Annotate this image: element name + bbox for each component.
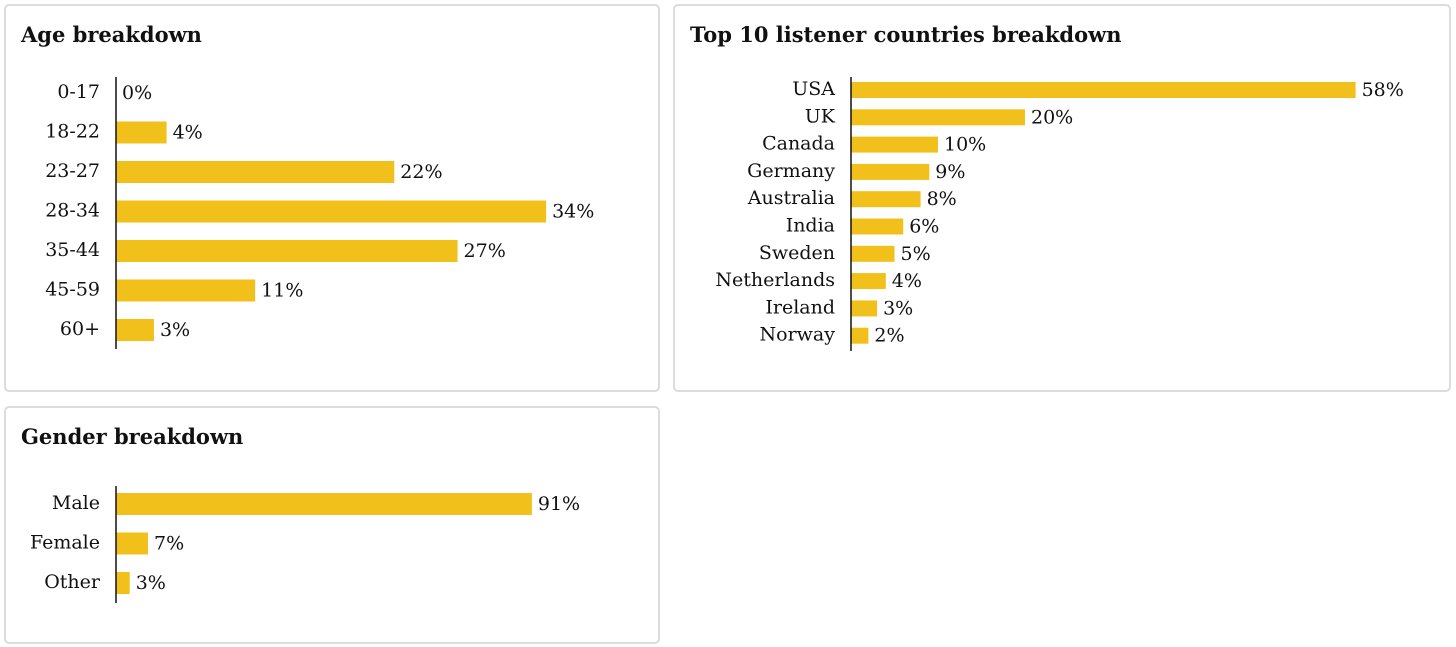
data-label: 22% (400, 161, 442, 183)
bar (851, 109, 1025, 126)
category-label: 23-27 (45, 160, 100, 182)
gender-chart-title: Gender breakdown (21, 424, 244, 449)
bar (851, 273, 886, 290)
category-label: 60+ (60, 318, 100, 340)
data-label: 3% (160, 319, 190, 341)
category-label: 18-22 (45, 121, 100, 143)
age-bar-chart: 0-17 0% 18-22 4% 23-27 22% 28-34 34% 35-44 27% 45-… (45, 77, 594, 349)
bar (116, 121, 167, 144)
bar (851, 82, 1356, 98)
data-label: 5% (901, 243, 931, 265)
category-label: Sweden (759, 242, 835, 264)
bar (851, 327, 869, 344)
gender-bar-chart: Male 91% Female 7% Other 3% (30, 486, 580, 603)
data-label: 0% (122, 82, 152, 104)
bar (851, 218, 904, 235)
category-label: Male (52, 492, 100, 514)
category-label: 35-44 (45, 239, 100, 261)
bar (851, 191, 921, 208)
category-label: USA (792, 78, 835, 100)
data-label: 27% (464, 240, 506, 262)
category-label: India (786, 215, 835, 237)
data-label: 11% (261, 280, 303, 302)
data-label: 91% (538, 493, 580, 515)
category-label: Australia (747, 187, 835, 209)
data-label: 20% (1031, 106, 1073, 128)
bar (116, 493, 532, 515)
data-label: 2% (874, 325, 904, 347)
bar (116, 200, 547, 223)
data-label: 58% (1362, 79, 1404, 101)
country-breakdown-card: Top 10 listener countries breakdown USA 5… (673, 4, 1451, 392)
category-label: Germany (747, 160, 835, 182)
category-label: Ireland (765, 296, 835, 318)
gender-breakdown-card: Gender breakdown Male 91% Female 7% Other 3% (4, 406, 660, 644)
data-label: 7% (154, 533, 184, 555)
age-breakdown-card: Age breakdown 0-17 0% 18-22 4% 23-27 22% 28-34… (4, 4, 660, 392)
data-label: 3% (883, 297, 913, 319)
category-label: Netherlands (715, 269, 835, 291)
bar (116, 532, 148, 555)
bar (116, 572, 130, 594)
data-label: 4% (892, 270, 922, 292)
bar (851, 163, 930, 180)
category-label: UK (805, 105, 836, 127)
category-label: Canada (762, 133, 835, 155)
age-chart-title: Age breakdown (21, 22, 202, 47)
country-bar-chart: USA 58% UK 20% Canada 10% Germany 9% Australia 8%… (715, 77, 1404, 351)
data-label: 34% (552, 201, 594, 223)
data-label: 3% (136, 572, 166, 594)
category-label: Female (30, 532, 100, 554)
data-label: 4% (173, 122, 203, 144)
bar (116, 279, 256, 302)
data-label: 10% (944, 134, 986, 156)
category-label: 0-17 (57, 81, 100, 103)
data-label: 8% (927, 188, 957, 210)
bar (116, 319, 154, 341)
category-label: Norway (760, 324, 836, 346)
category-label: 45-59 (45, 279, 100, 301)
category-label: 28-34 (45, 200, 100, 222)
country-chart-title: Top 10 listener countries breakdown (690, 22, 1122, 47)
bar (851, 245, 895, 262)
data-label: 9% (935, 161, 965, 183)
bar (851, 300, 878, 317)
bar (116, 240, 458, 262)
bar (116, 161, 395, 183)
category-label: Other (44, 571, 101, 593)
data-label: 6% (909, 216, 939, 238)
bar (851, 136, 938, 153)
